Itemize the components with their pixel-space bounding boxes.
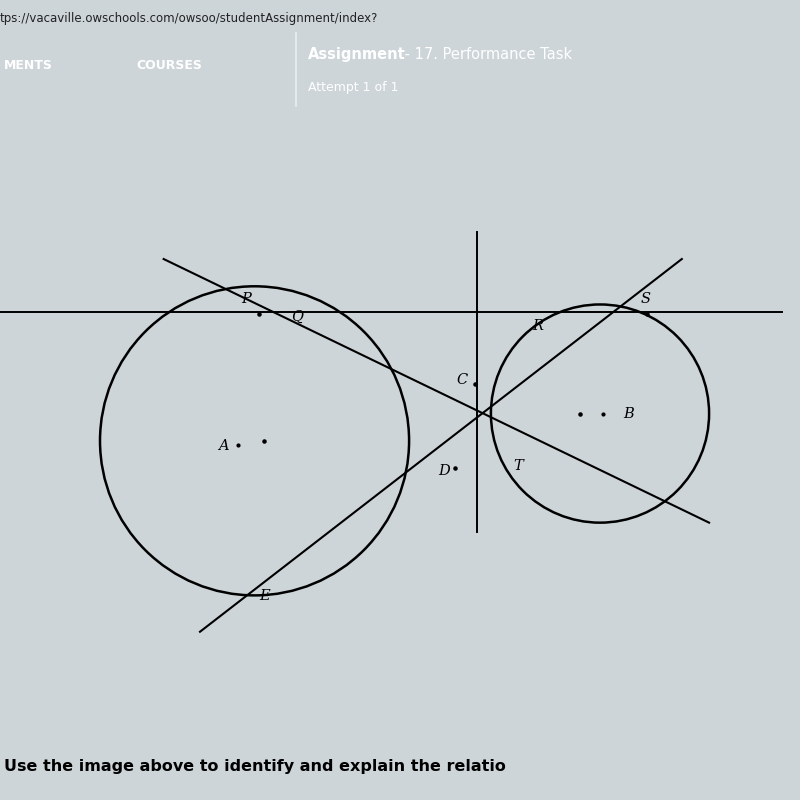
Text: R: R (532, 319, 543, 333)
Text: B: B (622, 407, 634, 421)
Text: Use the image above to identify and explain the relatio: Use the image above to identify and expl… (4, 759, 506, 774)
Text: P: P (241, 292, 250, 306)
Text: COURSES: COURSES (136, 59, 202, 72)
Text: - 17. Performance Task: - 17. Performance Task (400, 47, 572, 62)
Text: MENTS: MENTS (4, 59, 53, 72)
Text: tps://vacaville.owschools.com/owsoo/studentAssignment/index?: tps://vacaville.owschools.com/owsoo/stud… (0, 12, 378, 26)
Text: A: A (218, 439, 229, 453)
Text: Attempt 1 of 1: Attempt 1 of 1 (308, 81, 398, 94)
Text: E: E (259, 589, 270, 603)
Text: T: T (514, 459, 523, 473)
Text: Q: Q (291, 310, 303, 324)
Text: D: D (438, 464, 450, 478)
Text: S: S (641, 292, 651, 306)
Text: Assignment: Assignment (308, 47, 406, 62)
Text: C: C (456, 374, 468, 387)
